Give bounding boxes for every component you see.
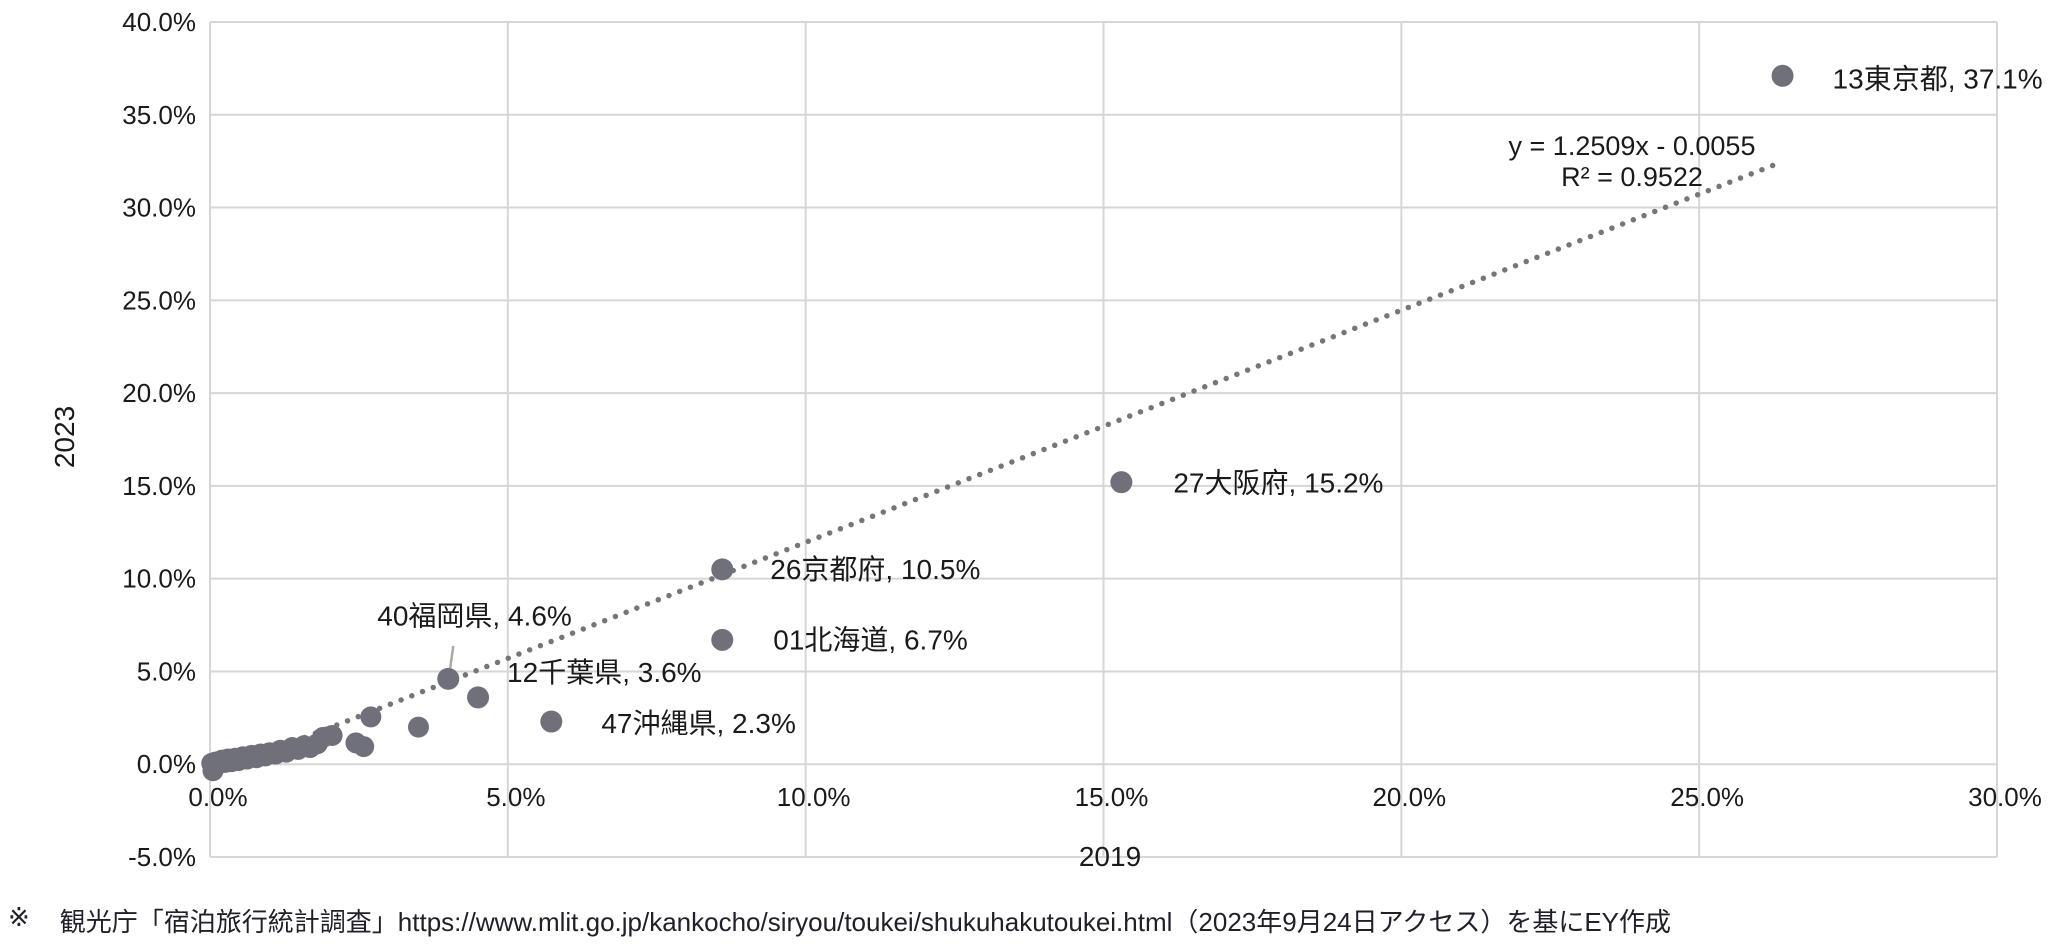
trendline-r-squared: R² = 0.9522 <box>1561 162 1703 192</box>
y-axis-tick-label: 25.0% <box>122 285 196 315</box>
y-axis-tick-label: 20.0% <box>122 378 196 408</box>
labeled-data-point <box>711 628 734 651</box>
x-axis-tick-label: 10.0% <box>777 782 851 812</box>
y-axis-tick-label: 30.0% <box>122 193 196 223</box>
x-axis-tick-label: 20.0% <box>1372 782 1446 812</box>
x-axis-title: 2019 <box>1078 841 1142 872</box>
data-point <box>321 724 343 746</box>
labeled-data-point <box>437 667 460 690</box>
y-axis-tick-label: 10.0% <box>122 564 196 594</box>
y-axis-title: 2023 <box>49 405 80 469</box>
data-point-label: 26京都府, 10.5% <box>770 554 980 585</box>
data-point-label: 40福岡県, 4.6% <box>377 600 572 631</box>
labeled-data-point <box>1110 471 1133 494</box>
x-axis-tick-label: 15.0% <box>1075 782 1149 812</box>
data-point <box>353 736 375 758</box>
labeled-data-point <box>467 686 490 709</box>
trendline-equation: y = 1.2509x - 0.0055 R² = 0.9522 <box>1509 131 1756 193</box>
data-point-label: 01北海道, 6.7% <box>773 624 968 655</box>
y-axis-tick-label: 40.0% <box>122 7 196 37</box>
x-axis-tick-label: 25.0% <box>1670 782 1744 812</box>
y-axis-tick-label: -5.0% <box>128 842 196 872</box>
source-note: ※ 観光庁「宿泊旅行統計調査」https://www.mlit.go.jp/ka… <box>8 902 1671 939</box>
x-axis-tick-label: 30.0% <box>1968 782 2042 812</box>
labeled-data-point <box>711 558 734 581</box>
data-point-label: 47沖縄県, 2.3% <box>601 708 796 739</box>
y-axis-tick-label: 5.0% <box>137 656 196 686</box>
source-note-marker: ※ <box>8 902 30 932</box>
data-point <box>360 706 382 728</box>
trendline-equation-line: y = 1.2509x - 0.0055 <box>1508 131 1756 161</box>
data-point-label: 27大阪府, 15.2% <box>1173 468 1383 499</box>
labeled-data-point <box>1771 64 1794 87</box>
x-axis-tick-label: 0.0% <box>188 782 247 812</box>
data-point-label: 13東京都, 37.1% <box>1833 63 2043 94</box>
labeled-data-point <box>540 710 563 733</box>
trendline <box>216 161 1780 774</box>
source-note-text: 観光庁「宿泊旅行統計調査」https://www.mlit.go.jp/kank… <box>59 907 1672 937</box>
y-axis-tick-label: 35.0% <box>122 100 196 130</box>
y-axis-tick-label: 0.0% <box>137 749 196 779</box>
x-axis-tick-label: 5.0% <box>486 782 545 812</box>
y-axis-tick-label: 15.0% <box>122 471 196 501</box>
data-point <box>407 716 429 738</box>
data-point-label: 12千葉県, 3.6% <box>507 657 702 688</box>
